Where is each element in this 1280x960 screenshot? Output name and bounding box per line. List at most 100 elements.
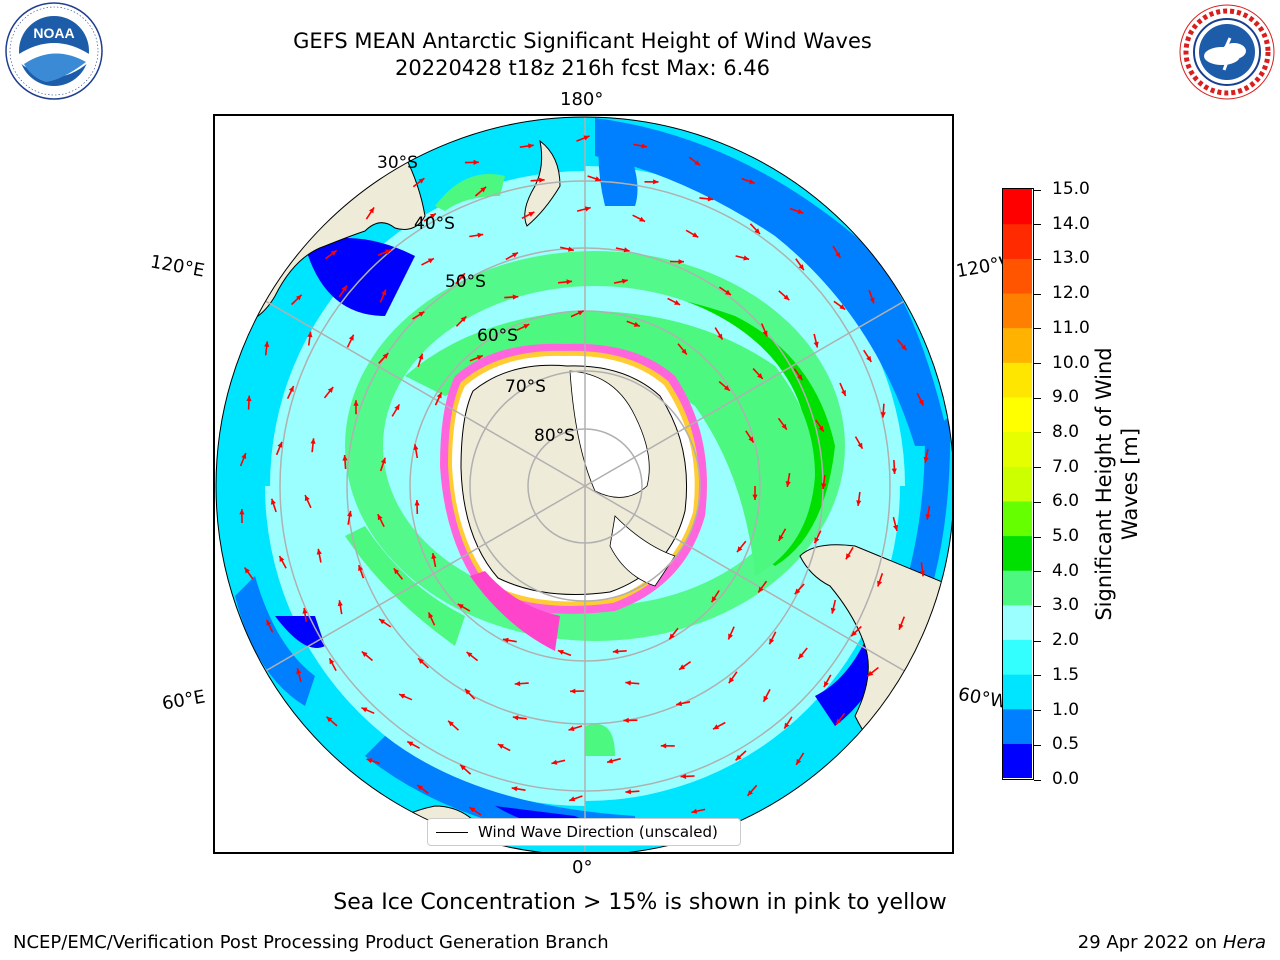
wind-arrow-head: [783, 294, 790, 301]
wind-arrow-head: [460, 764, 466, 771]
lat-label-50s: 50°S: [445, 272, 486, 292]
wind-arrow-head: [785, 481, 791, 487]
wind-arrow-head: [607, 758, 613, 764]
wind-arrow-head: [797, 208, 804, 214]
wind-arrow-head: [835, 252, 841, 258]
colorbar-tick-mark: [1034, 744, 1041, 746]
colorbar-tick-mark: [1034, 293, 1041, 295]
wind-arrow-head: [796, 758, 802, 765]
colorbar-tick-label: 0.0: [1052, 769, 1080, 789]
wind-arrow-head: [326, 716, 333, 723]
lat-label-30s: 30°S: [377, 153, 418, 173]
wind-arrow-head: [473, 159, 479, 165]
wind-arrow-head: [414, 500, 420, 506]
lon-label-180: 180°: [560, 89, 604, 110]
wind-arrow-head: [830, 607, 836, 614]
wind-arrow-head: [512, 715, 519, 721]
wind-arrow-head: [557, 649, 564, 655]
colorbar-tick-label: 15.0: [1052, 179, 1090, 199]
colorbar-tick-label: 9.0: [1052, 387, 1080, 408]
wind-arrow-head: [512, 294, 519, 300]
colorbar-swatches: [1003, 189, 1032, 779]
wind-arrow-head: [836, 718, 842, 725]
wind-arrow-head: [669, 633, 675, 640]
wind-arrow-head: [353, 400, 359, 406]
colorbar-tick-label: 6.0: [1052, 491, 1080, 512]
colorbar-swatch: [1003, 362, 1032, 398]
wind-arrow-head: [851, 630, 857, 637]
colorbar-swatch: [1003, 431, 1032, 467]
wind-arrow-head: [728, 677, 735, 684]
wind-arrow-head: [348, 334, 354, 341]
wind-arrow-head: [502, 637, 509, 643]
wind-arrow-head: [692, 232, 699, 238]
wind-arrow-head: [763, 695, 769, 702]
wind-arrow-head: [747, 790, 753, 796]
wind-arrow-head: [893, 524, 899, 531]
lon-label-0: 0°: [572, 857, 593, 878]
wind-arrow-head: [841, 390, 846, 396]
wind-arrow-head: [296, 294, 302, 301]
lat-label-80s: 80°S: [534, 426, 575, 446]
map-legend: Wind Wave Direction (unscaled): [427, 818, 741, 846]
wind-arrow-head: [477, 232, 484, 238]
wind-arrow-head: [528, 143, 534, 149]
wind-arrow-head: [577, 310, 584, 316]
colorbar-swatch: [1003, 500, 1032, 537]
footer-date: 29 Apr 2022 on Hera: [1077, 932, 1266, 953]
colorbar-tick-mark: [1034, 710, 1041, 712]
wind-arrow-head: [568, 726, 575, 731]
wind-arrow-head: [784, 722, 790, 729]
graticule: [216, 117, 952, 852]
wind-arrow-head: [379, 619, 385, 625]
wind-arrow-head: [623, 247, 630, 253]
wind-arrow-head: [358, 565, 363, 571]
colorbar-swatch: [1003, 292, 1032, 329]
wind-arrow-head: [757, 373, 763, 379]
colorbar-tick-mark: [1034, 189, 1041, 191]
noaa-logo: NOAA: [2, 2, 106, 100]
colorbar-tick-label: 10.0: [1052, 352, 1090, 373]
wind-arrow-head: [641, 143, 648, 149]
wind-arrow-head: [296, 668, 302, 675]
wind-arrow-head: [307, 331, 313, 338]
wind-arrow-head: [923, 456, 929, 463]
wind-arrow-head: [869, 297, 875, 304]
wind-arrow-head: [413, 444, 419, 450]
wind-arrow-head: [583, 135, 590, 141]
wind-arrow-head: [436, 392, 442, 399]
wind-arrow-head: [523, 324, 530, 329]
noaa-logo-text: NOAA: [33, 25, 74, 41]
wind-arrow-head: [711, 596, 717, 603]
wind-arrow-head: [310, 438, 316, 444]
wind-arrow-head: [277, 441, 283, 448]
wind-arrow-head: [639, 216, 646, 222]
colorbar-swatch: [1003, 639, 1032, 675]
wind-arrow-head: [337, 600, 343, 607]
wind-arrow-head: [743, 255, 750, 261]
wind-arrow-head: [330, 250, 337, 256]
colorbar-tick-mark: [1034, 258, 1041, 260]
colorbar-tick-label: 5.0: [1052, 526, 1080, 547]
wind-arrow-head: [821, 483, 827, 489]
wind-arrow-head: [725, 289, 731, 295]
wind-arrow-head: [418, 311, 425, 317]
wind-arrow-head: [925, 514, 931, 520]
wind-arrow-head: [778, 535, 784, 541]
wind-arrow-head: [676, 701, 682, 707]
wind-arrows: [239, 135, 931, 836]
colorbar-tick-label: 13.0: [1052, 248, 1090, 269]
colorbar-swatch: [1003, 708, 1032, 744]
colorbar-swatch: [1003, 396, 1032, 433]
wind-arrow-head: [239, 509, 245, 515]
sea-ice-note: Sea Ice Concentration > 15% is shown in …: [333, 890, 947, 915]
wind-arrow-head: [625, 680, 631, 686]
colorbar-swatch: [1003, 189, 1032, 225]
wind-arrow-head: [707, 196, 714, 202]
colorbar-tick-mark: [1034, 328, 1041, 330]
wind-arrow-head: [794, 588, 801, 595]
colorbar: [1002, 188, 1034, 780]
wind-arrow-head: [754, 228, 760, 234]
lat-label-70s: 70°S: [505, 377, 546, 397]
wind-arrow-head: [918, 399, 924, 406]
